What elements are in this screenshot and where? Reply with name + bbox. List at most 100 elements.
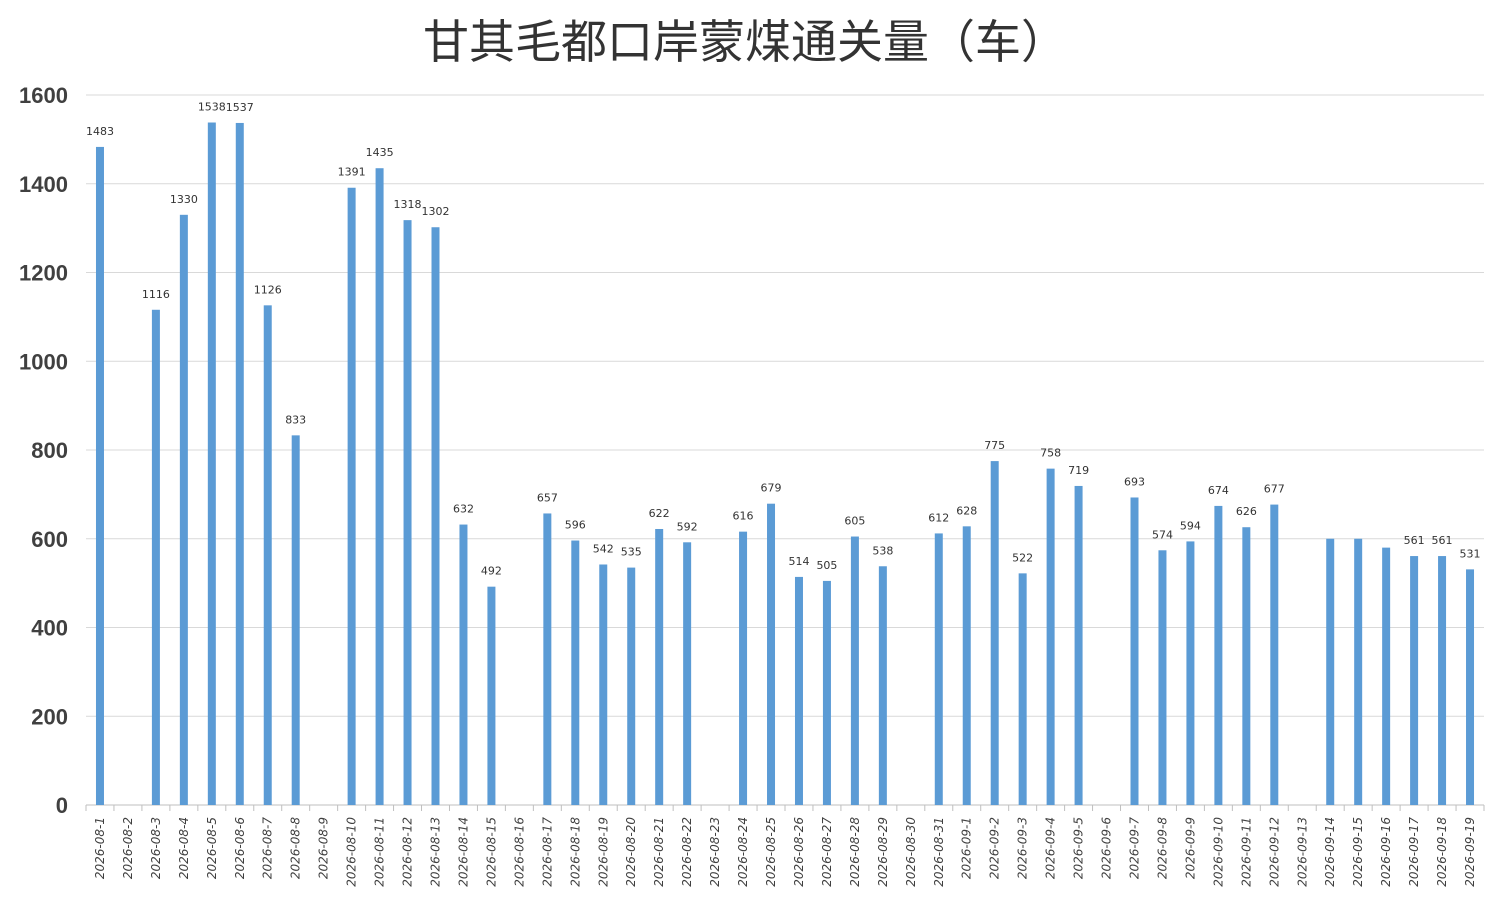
bar xyxy=(794,576,803,805)
bar xyxy=(627,567,636,805)
y-tick-label: 800 xyxy=(31,438,68,463)
x-tick-label: 2026-08-13 xyxy=(429,817,443,887)
bar xyxy=(1018,573,1027,805)
bar xyxy=(459,524,468,805)
gridlines xyxy=(86,94,1484,806)
x-tick-label: 2026-09-4 xyxy=(1044,817,1058,879)
data-label: 679 xyxy=(761,482,782,495)
bar xyxy=(655,528,664,805)
bar xyxy=(878,566,887,805)
bar xyxy=(1382,547,1391,805)
x-tick-label: 2026-09-14 xyxy=(1323,817,1337,887)
data-label: 538 xyxy=(872,544,893,557)
data-label: 1116 xyxy=(142,288,170,301)
data-label: 677 xyxy=(1264,483,1285,496)
y-axis-ticks: 0 200 400 600 800 1000 1200 1400 1600 xyxy=(19,83,68,818)
x-tick-label: 2026-08-1 xyxy=(93,817,107,879)
x-tick-label: 2026-09-5 xyxy=(1072,817,1086,879)
data-label: 1318 xyxy=(394,198,422,211)
x-tick-label: 2026-08-28 xyxy=(848,817,862,887)
x-tick-label: 2026-08-11 xyxy=(373,817,387,887)
x-tick-label: 2026-09-12 xyxy=(1267,817,1281,887)
chart-title: 甘其毛都口岸蒙煤通关量（车） xyxy=(423,15,1067,69)
data-label: 535 xyxy=(621,546,642,559)
data-label: 775 xyxy=(984,439,1005,452)
bar xyxy=(347,187,356,805)
bar xyxy=(1354,538,1363,805)
data-label: 574 xyxy=(1152,528,1173,541)
bar xyxy=(403,220,412,805)
x-tick-label: 2026-08-6 xyxy=(233,817,247,879)
data-label: 514 xyxy=(788,555,809,568)
y-tick-label: 400 xyxy=(31,616,68,641)
bar xyxy=(1270,504,1279,805)
bar xyxy=(850,536,859,805)
x-tick-label: 2026-08-7 xyxy=(261,817,275,879)
bar xyxy=(990,461,999,805)
data-label: 1537 xyxy=(226,101,254,114)
bar xyxy=(683,542,692,805)
data-label: 1435 xyxy=(366,146,394,159)
data-label: 561 xyxy=(1404,534,1425,547)
x-tick-label: 2026-09-8 xyxy=(1155,817,1169,879)
data-label: 596 xyxy=(565,519,586,532)
data-label: 632 xyxy=(453,503,474,516)
x-tick-label: 2026-08-31 xyxy=(932,817,946,887)
data-label: 522 xyxy=(1012,551,1033,564)
data-label: 542 xyxy=(593,542,614,555)
bar xyxy=(739,531,748,805)
data-label: 628 xyxy=(956,504,977,517)
data-label: 674 xyxy=(1208,484,1229,497)
x-tick-label: 2026-08-4 xyxy=(177,817,191,879)
data-label: 612 xyxy=(928,511,949,524)
x-tick-label: 2026-08-19 xyxy=(596,817,610,887)
bars xyxy=(95,122,1475,806)
x-tick-label: 2026-08-24 xyxy=(736,817,750,887)
bar xyxy=(375,168,384,805)
x-tick-label: 2026-09-3 xyxy=(1016,817,1030,879)
x-tick-label: 2026-09-19 xyxy=(1463,817,1477,887)
data-label: 833 xyxy=(285,413,306,426)
data-label: 592 xyxy=(677,520,698,533)
bar xyxy=(767,503,776,805)
x-tick-label: 2026-08-2 xyxy=(121,817,135,879)
data-label: 626 xyxy=(1236,505,1257,518)
y-tick-label: 1200 xyxy=(19,261,68,286)
x-tick-label: 2026-08-8 xyxy=(289,817,303,879)
data-label: 561 xyxy=(1432,534,1453,547)
bar xyxy=(543,513,552,805)
data-label: 1302 xyxy=(422,205,450,218)
x-tick-label: 2026-08-27 xyxy=(820,817,834,887)
x-tick-label: 2026-08-22 xyxy=(680,817,694,887)
y-tick-label: 0 xyxy=(56,793,68,818)
data-label: 616 xyxy=(733,510,754,523)
bar xyxy=(151,309,160,805)
x-axis-ticks: 2026-08-1 2026-08-2 2026-08-3 2026-08-4 2026… xyxy=(85,805,1485,887)
x-tick-label: 2026-09-2 xyxy=(988,817,1002,879)
data-label: 1538 xyxy=(198,101,226,114)
data-label: 1483 xyxy=(86,125,114,138)
bar xyxy=(1046,468,1055,805)
y-tick-label: 600 xyxy=(31,527,68,552)
bar xyxy=(263,305,272,805)
data-label: 1126 xyxy=(254,283,282,296)
bar xyxy=(934,533,943,805)
bar xyxy=(1186,541,1195,805)
bar xyxy=(1214,505,1223,805)
bar xyxy=(1158,550,1167,805)
y-tick-label: 200 xyxy=(31,704,68,729)
bar xyxy=(599,564,608,805)
bar xyxy=(962,526,971,805)
data-label: 505 xyxy=(816,559,837,572)
y-tick-label: 1600 xyxy=(19,83,68,108)
y-tick-label: 1000 xyxy=(19,349,68,374)
bar xyxy=(1242,527,1251,805)
x-tick-label: 2026-08-21 xyxy=(652,817,666,887)
x-tick-label: 2026-08-29 xyxy=(876,817,890,887)
bar xyxy=(95,146,104,805)
data-label: 1391 xyxy=(338,166,366,179)
bar xyxy=(235,122,244,806)
